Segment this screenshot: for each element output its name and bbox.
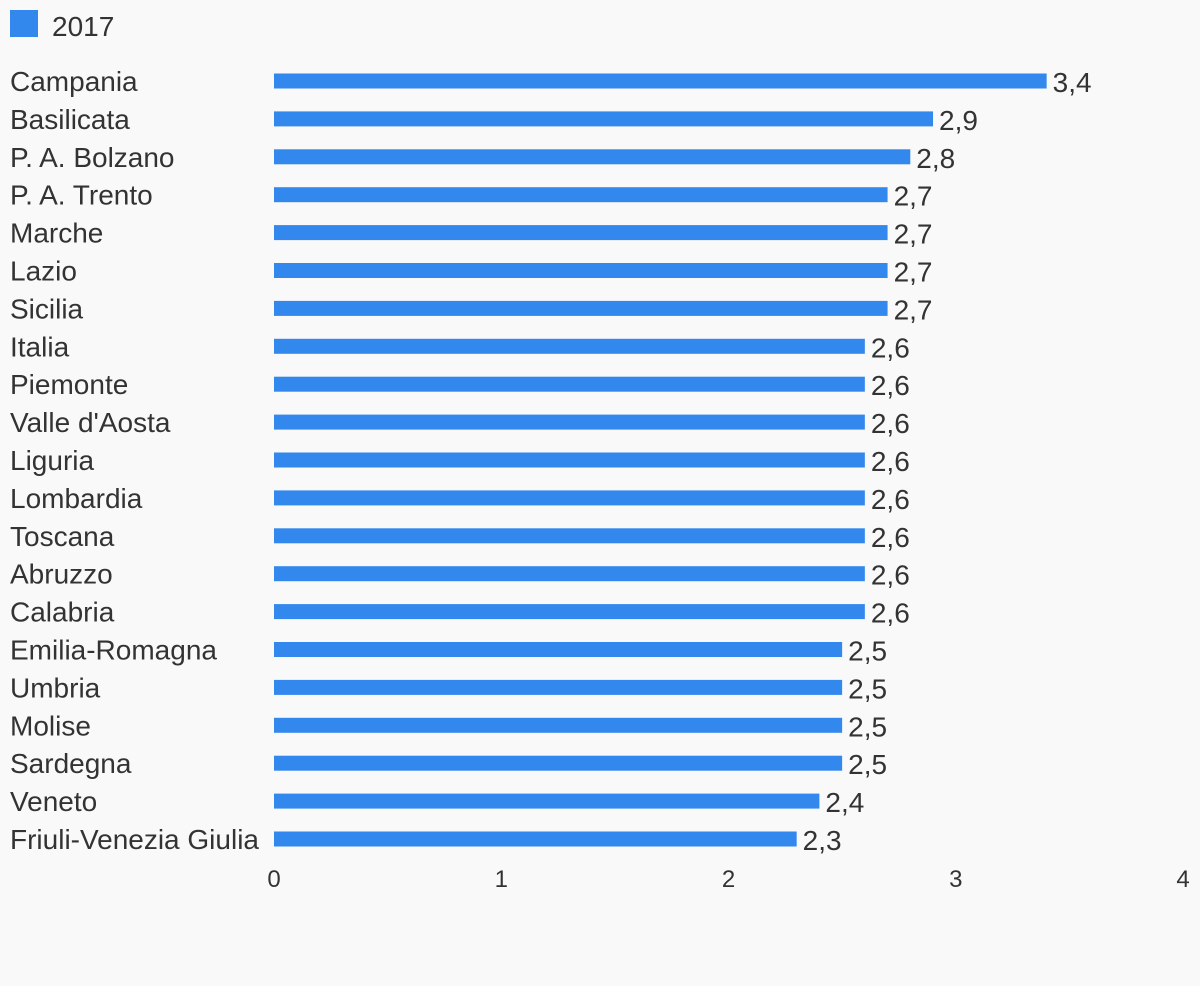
bar	[274, 73, 1047, 89]
bar	[274, 679, 843, 695]
bar	[274, 187, 888, 203]
category-label: Umbria	[10, 672, 101, 703]
x-tick-label: 4	[1176, 866, 1189, 893]
bar	[274, 300, 888, 316]
x-tick-label: 1	[495, 866, 508, 893]
category-label: Liguria	[10, 445, 94, 476]
category-label: P. A. Trento	[10, 180, 153, 211]
category-label: Emilia-Romagna	[10, 635, 217, 666]
category-label: Toscana	[10, 521, 115, 552]
category-label: Abruzzo	[10, 559, 113, 590]
category-label: Marche	[10, 218, 103, 249]
category-label: Sardegna	[10, 748, 132, 779]
value-labels: 3,4 2,9 2,8 2,7 2,7 2,7 2,7 2,6 2,6 2,6 2,6 2,6 2,6 2…	[803, 67, 1092, 856]
category-label: Friuli-Venezia Giulia	[10, 824, 259, 855]
category-label: Valle d'Aosta	[10, 407, 171, 438]
x-tick-label: 2	[722, 866, 735, 893]
bar	[274, 414, 865, 430]
x-tick-label: 3	[949, 866, 962, 893]
bar-value-label: 2,5	[848, 749, 887, 780]
legend: 2017	[10, 10, 114, 42]
category-label: Sicilia	[10, 293, 84, 324]
legend-swatch	[10, 10, 38, 37]
bar-value-label: 2,6	[871, 408, 910, 439]
bar-value-label: 2,5	[848, 636, 887, 667]
bar-value-label: 2,6	[871, 332, 910, 363]
bar	[274, 263, 888, 278]
x-axis-ticks: 0 1 2 3 4	[267, 866, 1189, 893]
bar-value-label: 2,5	[848, 711, 887, 742]
bar-value-label: 2,6	[871, 598, 910, 629]
bar-value-label: 2,6	[871, 522, 910, 553]
category-label: Campania	[10, 66, 138, 97]
category-label: Molise	[10, 710, 91, 741]
bar-value-label: 2,4	[825, 787, 864, 818]
bars	[274, 73, 1047, 847]
bar	[274, 642, 843, 657]
category-label: Lazio	[10, 256, 77, 287]
bar-value-label: 2,7	[894, 181, 933, 212]
category-label: Veneto	[10, 786, 97, 817]
x-tick-label: 0	[267, 866, 280, 893]
category-label: Lombardia	[10, 483, 143, 514]
bar-value-label: 3,4	[1053, 67, 1092, 98]
bar	[274, 149, 911, 165]
category-label: P. A. Bolzano	[10, 142, 175, 173]
bar-value-label: 2,9	[939, 105, 978, 136]
category-label: Italia	[10, 331, 70, 362]
bar	[274, 376, 865, 392]
bar	[274, 225, 888, 241]
bar	[274, 793, 820, 809]
bar-value-label: 2,6	[871, 560, 910, 591]
bar	[274, 528, 865, 544]
category-labels: Campania Basilicata P. A. Bolzano P. A. Tre…	[10, 66, 259, 855]
bar-value-label: 2,7	[894, 294, 933, 325]
bar-value-label: 2,6	[871, 370, 910, 401]
category-label: Basilicata	[10, 104, 130, 135]
bar-value-label: 2,8	[916, 143, 955, 174]
legend-label: 2017	[52, 11, 114, 42]
category-label: Calabria	[10, 597, 115, 628]
bar-value-label: 2,5	[848, 673, 887, 704]
bar-value-label: 2,6	[871, 446, 910, 477]
bar	[274, 831, 797, 847]
bar-value-label: 2,7	[894, 257, 933, 288]
bar	[274, 717, 843, 733]
bar-value-label: 2,6	[871, 484, 910, 515]
bar	[274, 338, 865, 354]
bar	[274, 755, 843, 771]
bar	[274, 566, 865, 582]
bar	[274, 452, 865, 468]
bar-value-label: 2,3	[803, 825, 842, 856]
bar-value-label: 2,7	[894, 219, 933, 250]
bar	[274, 111, 934, 127]
bar	[274, 490, 865, 506]
bar	[274, 604, 865, 620]
category-label: Piemonte	[10, 369, 128, 400]
